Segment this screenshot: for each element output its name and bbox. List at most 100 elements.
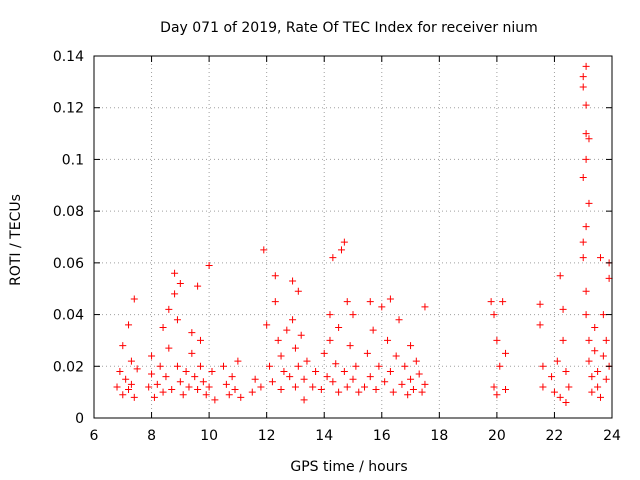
data-point (320, 349, 328, 357)
x-tick-labels: 6 8 10 12 14 16 18 20 22 24 (90, 428, 621, 444)
data-point (562, 367, 570, 375)
data-point (165, 344, 173, 352)
data-point (156, 362, 164, 370)
data-point (361, 383, 369, 391)
data-point (119, 342, 127, 350)
data-point (116, 367, 124, 375)
data-point (605, 274, 613, 282)
x-tick-label: 24 (603, 428, 621, 444)
data-point (125, 321, 133, 329)
data-point (585, 336, 593, 344)
data-point (502, 349, 510, 357)
data-point (493, 336, 501, 344)
data-point (113, 383, 121, 391)
data-point (349, 311, 357, 319)
data-point (409, 386, 417, 394)
data-point (312, 367, 320, 375)
data-point (556, 272, 564, 280)
data-point (294, 287, 302, 295)
data-point (205, 261, 213, 269)
data-point (191, 373, 199, 381)
x-tick-label: 20 (488, 428, 506, 444)
data-point (369, 326, 377, 334)
data-point (585, 199, 593, 207)
data-point (277, 386, 285, 394)
data-point (395, 316, 403, 324)
y-tick-label: 0.04 (53, 308, 84, 324)
data-point (211, 396, 219, 404)
data-point (294, 362, 302, 370)
data-point (407, 375, 415, 383)
data-point (404, 391, 412, 399)
data-point (159, 388, 167, 396)
data-point (556, 393, 564, 401)
data-point (291, 383, 299, 391)
data-point (329, 254, 337, 262)
data-point (326, 311, 334, 319)
data-point (582, 223, 590, 231)
data-point (194, 386, 202, 394)
data-point (579, 83, 587, 91)
data-point (225, 391, 233, 399)
data-point (550, 388, 558, 396)
data-point (375, 362, 383, 370)
data-point (386, 367, 394, 375)
data-point (263, 321, 271, 329)
data-point (363, 349, 371, 357)
y-tick-label: 0.06 (53, 256, 84, 272)
data-point (260, 246, 268, 254)
data-point (122, 375, 130, 383)
x-tick-label: 12 (258, 428, 276, 444)
y-tick-labels: 0 0.02 0.04 0.06 0.08 0.1 0.12 0.14 (53, 49, 84, 427)
data-point (303, 357, 311, 365)
data-point (326, 336, 334, 344)
data-point (130, 393, 138, 401)
data-point (340, 238, 348, 246)
data-point (188, 329, 196, 337)
data-point (289, 277, 297, 285)
data-point (283, 326, 291, 334)
data-point (579, 238, 587, 246)
data-point (591, 347, 599, 355)
data-point (196, 362, 204, 370)
data-point (196, 336, 204, 344)
data-point (329, 378, 337, 386)
data-point (222, 380, 230, 388)
data-point (398, 380, 406, 388)
data-point (323, 373, 331, 381)
data-point (386, 295, 394, 303)
data-point (127, 380, 135, 388)
data-point (171, 290, 179, 298)
data-point (548, 373, 556, 381)
data-point (289, 316, 297, 324)
data-point (553, 357, 561, 365)
data-point (591, 324, 599, 331)
data-point (401, 362, 409, 370)
data-point (602, 375, 610, 383)
data-point (562, 398, 570, 406)
data-point (153, 380, 161, 388)
data-point (133, 365, 141, 373)
data-point (176, 378, 184, 386)
data-point (565, 383, 573, 391)
x-tick-label: 6 (90, 428, 99, 444)
data-point (366, 298, 374, 306)
data-point (415, 370, 423, 378)
data-point (389, 388, 397, 396)
data-point (317, 386, 325, 394)
data-point (280, 367, 288, 375)
data-point (594, 383, 602, 391)
data-point (384, 336, 392, 344)
data-point (372, 386, 380, 394)
data-point (268, 378, 276, 386)
data-point (145, 383, 153, 391)
data-point (536, 300, 544, 308)
data-point (582, 311, 590, 319)
data-point (148, 352, 156, 360)
y-tick-label: 0.1 (62, 152, 84, 168)
data-point (127, 357, 135, 365)
data-point (381, 378, 389, 386)
data-point (199, 378, 207, 386)
chart-title: Day 071 of 2019, Rate Of TEC Index for r… (160, 20, 538, 36)
